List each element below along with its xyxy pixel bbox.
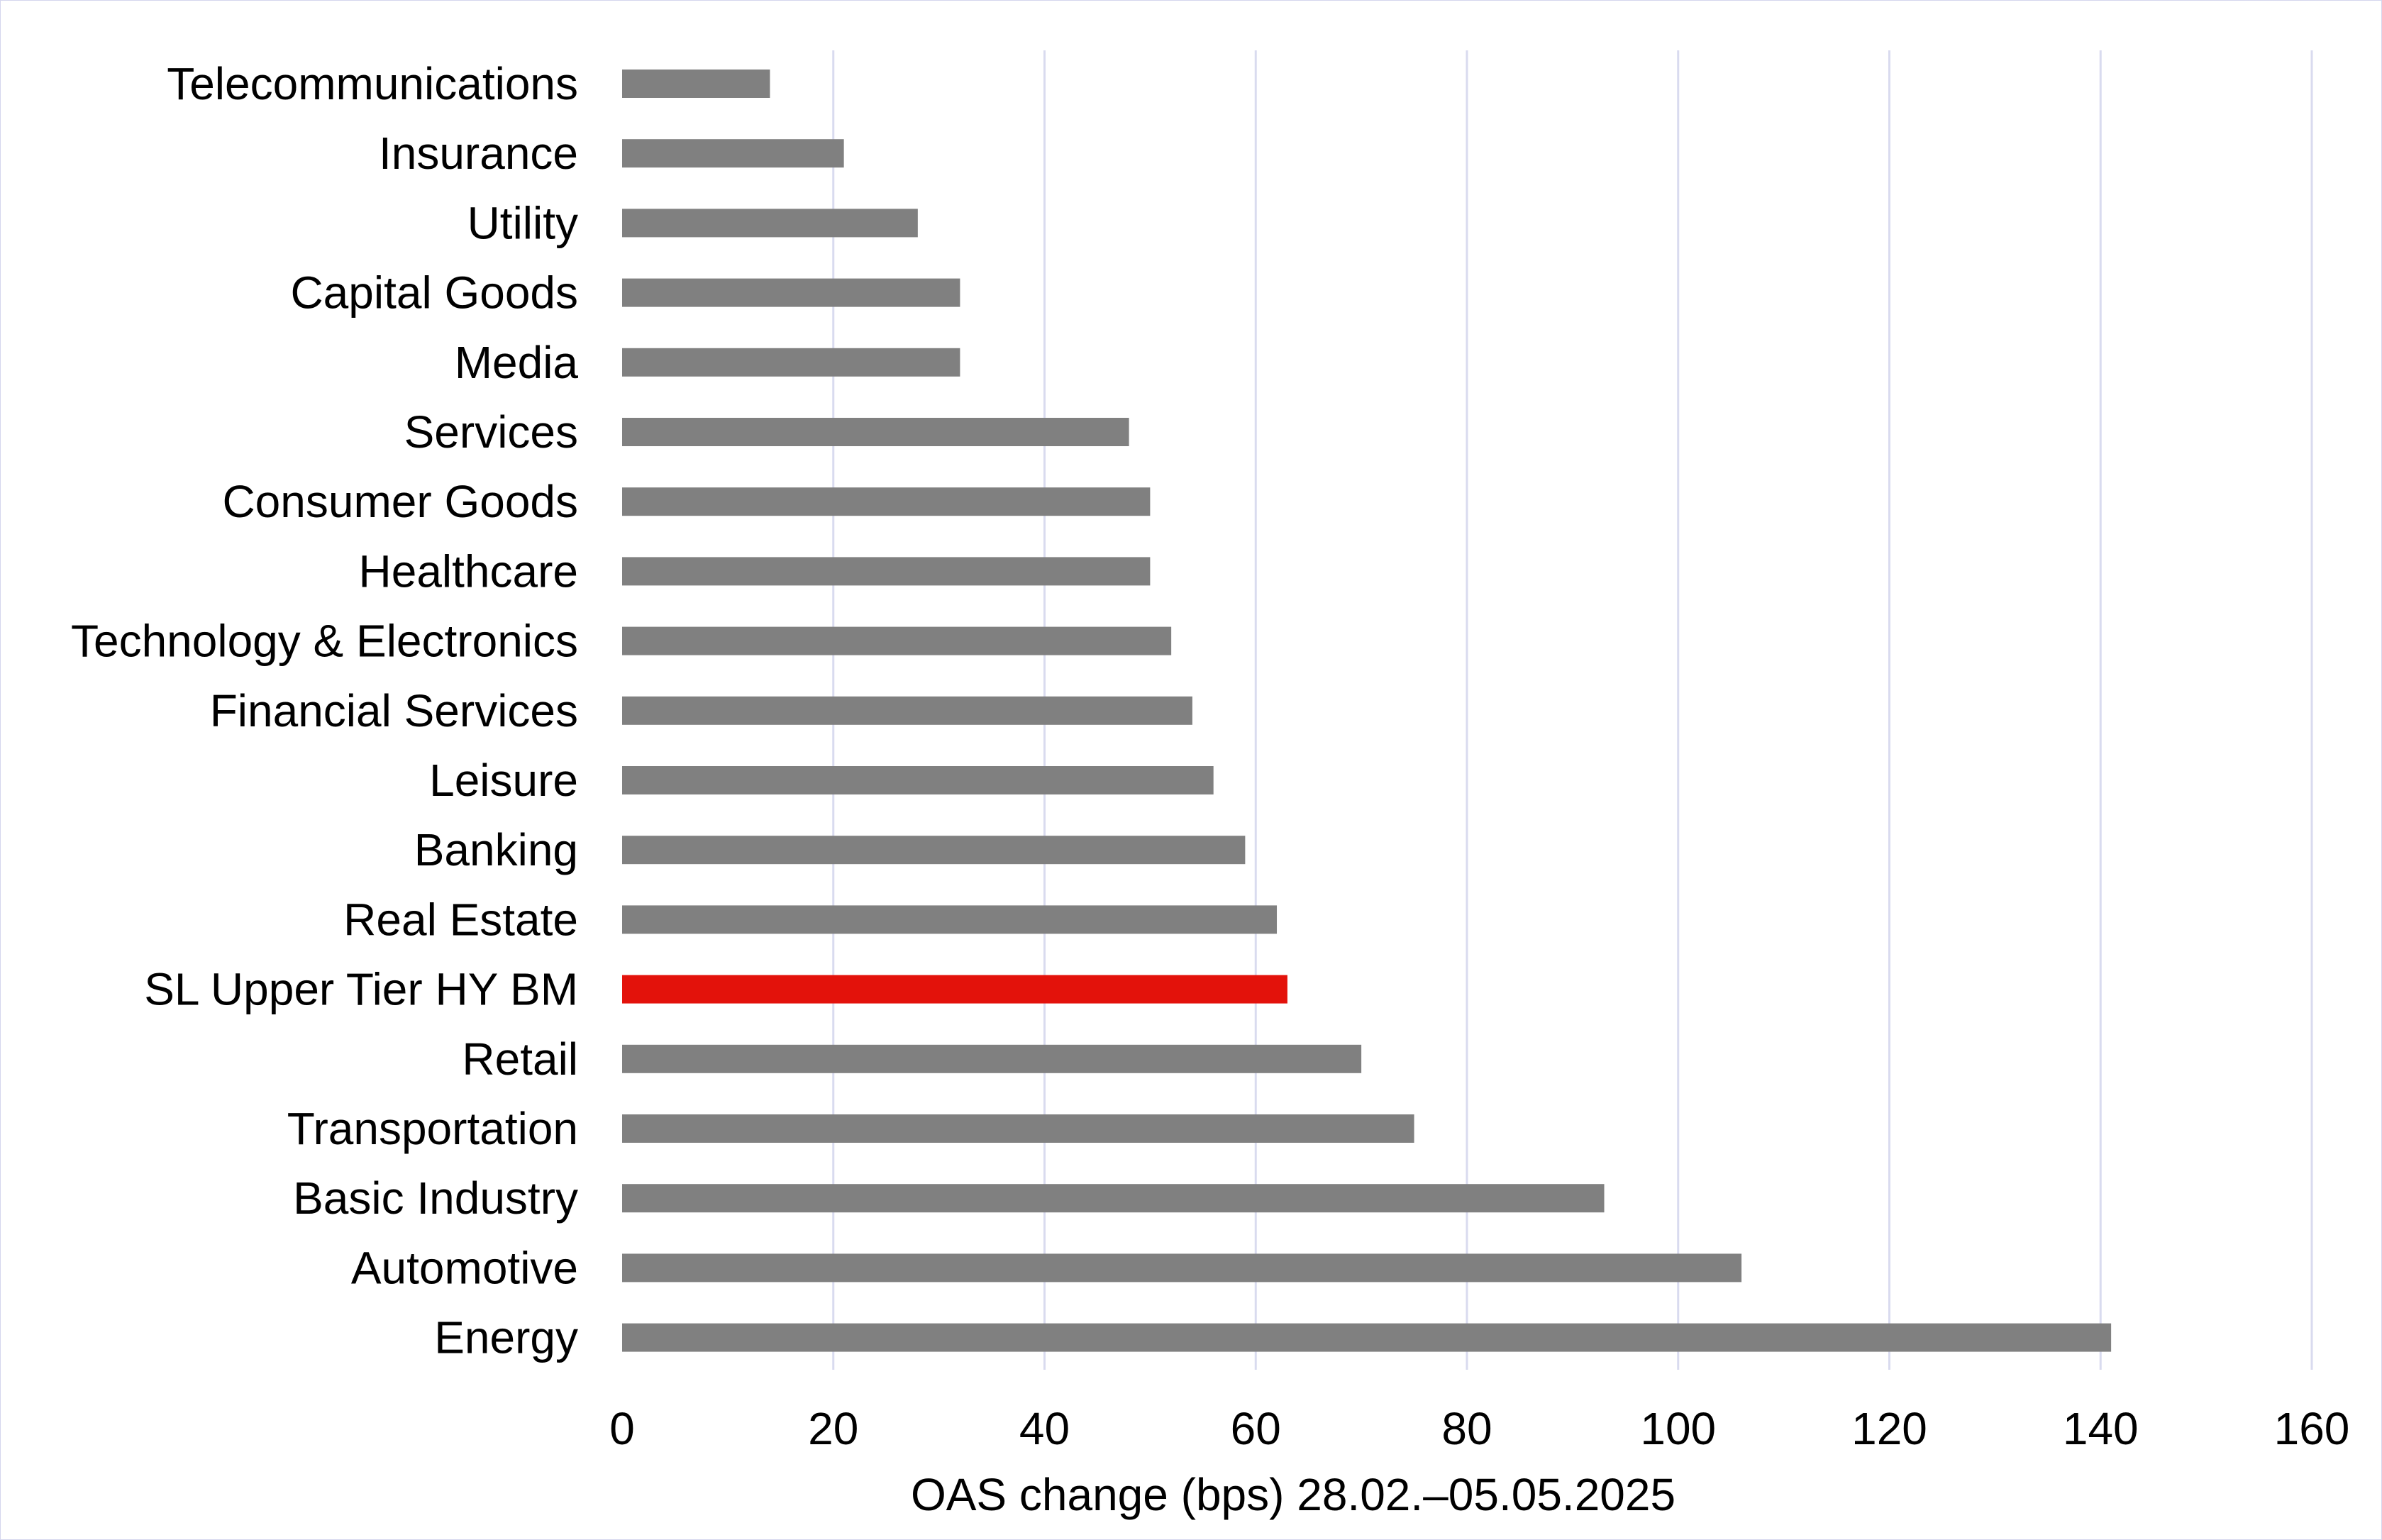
x-tick-labels: 0 20 40 60 80 100 120 140 160 <box>609 1403 2349 1454</box>
category-label: Services <box>404 406 578 458</box>
bar <box>622 70 770 98</box>
bar <box>622 696 1192 725</box>
bar <box>622 905 1278 934</box>
bar <box>622 1044 1362 1073</box>
category-label: Automotive <box>351 1242 578 1293</box>
x-axis-title: OAS change (bps) 28.02.–05.05.2025 <box>911 1469 1675 1520</box>
bar <box>622 139 844 168</box>
bar <box>622 209 918 238</box>
category-label: Technology & Electronics <box>71 616 578 667</box>
category-label: Media <box>455 337 579 388</box>
category-label: Real Estate <box>343 894 578 945</box>
x-tick-label: 160 <box>2274 1403 2350 1454</box>
category-labels: Telecommunications Insurance Utility Capita… <box>71 58 578 1363</box>
category-label: Retail <box>462 1034 578 1085</box>
x-tick-label: 100 <box>1640 1403 1716 1454</box>
x-tick-label: 80 <box>1441 1403 1492 1454</box>
category-label: Basic Industry <box>293 1173 578 1224</box>
category-label: Transportation <box>287 1103 578 1154</box>
bar <box>622 487 1151 516</box>
x-tick-label: 20 <box>808 1403 858 1454</box>
bar <box>622 418 1129 446</box>
category-label: Insurance <box>379 128 578 179</box>
x-tick-label: 120 <box>1851 1403 1927 1454</box>
bar <box>622 836 1246 865</box>
bar <box>622 557 1151 586</box>
category-label: Energy <box>434 1312 578 1363</box>
bar <box>622 278 960 307</box>
category-label: Utility <box>467 197 578 248</box>
bar <box>622 1253 1742 1283</box>
bar <box>622 348 960 377</box>
category-label: Banking <box>414 824 578 875</box>
bar <box>622 626 1172 655</box>
x-tick-label: 0 <box>609 1403 635 1454</box>
bar <box>622 766 1214 794</box>
category-label: Telecommunications <box>167 58 578 109</box>
category-label: Healthcare <box>359 545 579 597</box>
x-tick-label: 60 <box>1231 1403 1281 1454</box>
category-label: Leisure <box>429 755 578 806</box>
category-label: Financial Services <box>210 685 578 736</box>
bar-highlight <box>622 975 1287 1004</box>
x-tick-label: 40 <box>1019 1403 1070 1454</box>
category-label: Consumer Goods <box>222 476 578 527</box>
category-label: SL Upper Tier HY BM <box>144 964 578 1015</box>
bar <box>622 1114 1414 1143</box>
bars <box>622 70 2112 1352</box>
bar <box>622 1323 2112 1352</box>
bar <box>622 1184 1605 1213</box>
x-tick-label: 140 <box>2063 1403 2139 1454</box>
category-label: Capital Goods <box>290 267 578 318</box>
gridlines <box>832 50 2313 1370</box>
